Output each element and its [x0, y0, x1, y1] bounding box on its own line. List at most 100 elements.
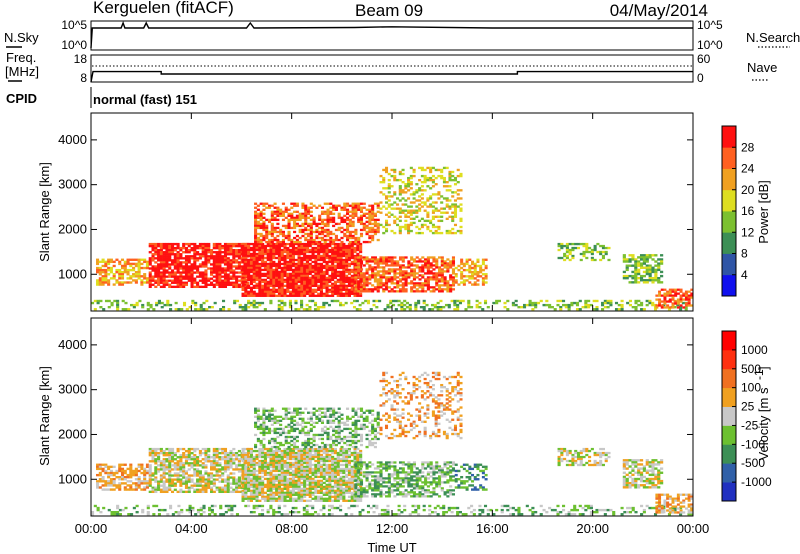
data-cell	[202, 504, 206, 508]
data-cell	[415, 211, 419, 214]
data-cell	[184, 277, 189, 280]
data-cell	[218, 285, 222, 289]
data-cell	[159, 466, 163, 469]
data-cell	[140, 281, 144, 284]
data-cell	[201, 244, 205, 248]
data-cell	[350, 244, 354, 248]
data-cell	[247, 252, 251, 256]
data-cell	[447, 305, 451, 309]
data-cell	[398, 272, 403, 275]
data-cell	[585, 256, 589, 260]
data-cell	[196, 267, 200, 270]
data-cell	[319, 264, 323, 268]
data-cell	[359, 254, 363, 258]
data-cell	[620, 303, 624, 307]
data-cell	[146, 303, 150, 307]
data-cell	[313, 510, 318, 514]
data-cell	[182, 490, 186, 494]
data-cell	[235, 456, 239, 459]
data-cell	[325, 256, 329, 260]
data-cell	[104, 268, 108, 272]
data-cell	[401, 286, 405, 289]
data-cell	[345, 258, 349, 262]
data-cell	[232, 259, 236, 262]
data-cell	[269, 288, 273, 291]
data-cell	[179, 470, 183, 473]
data-cell	[407, 225, 411, 229]
data-cell	[642, 260, 646, 263]
data-cell	[589, 513, 593, 516]
data-cell	[291, 280, 295, 284]
data-cell	[295, 216, 299, 220]
data-cell	[484, 277, 488, 280]
data-cell	[350, 270, 354, 274]
data-cell	[401, 168, 405, 172]
data-cell	[196, 265, 200, 268]
data-cell	[448, 199, 452, 202]
data-cell	[204, 281, 208, 284]
data-cell	[411, 504, 415, 508]
data-cell	[226, 275, 230, 278]
data-cell	[109, 478, 113, 481]
data-cell	[350, 250, 354, 254]
data-cell	[218, 283, 222, 286]
data-cell	[393, 221, 397, 225]
data-cell	[120, 277, 125, 280]
data-cell	[435, 274, 439, 277]
data-cell	[261, 288, 265, 291]
data-cell	[348, 224, 352, 228]
data-cell	[440, 288, 444, 291]
data-cell	[143, 275, 147, 278]
data-cell	[265, 228, 269, 232]
data-cell	[226, 242, 230, 246]
data-cell	[259, 238, 263, 242]
data-cell	[371, 270, 375, 273]
data-cell	[337, 238, 341, 242]
data-cell	[107, 281, 111, 284]
data-cell	[252, 264, 256, 268]
data-cell	[415, 225, 419, 229]
data-cell	[266, 256, 270, 260]
data-cell	[170, 244, 175, 248]
data-cell	[453, 215, 458, 218]
data-cell	[266, 290, 270, 293]
data-cell	[684, 292, 688, 295]
data-cell	[345, 252, 349, 256]
data-cell	[585, 246, 589, 250]
data-cell	[460, 273, 464, 276]
data-cell	[298, 240, 302, 244]
data-cell	[210, 476, 214, 479]
data-cell	[308, 294, 312, 297]
data-cell	[148, 271, 152, 274]
data-cell	[229, 267, 233, 270]
data-cell	[258, 266, 262, 270]
data-cell	[293, 222, 297, 226]
data-cell	[486, 508, 490, 512]
data-cell	[423, 189, 427, 192]
data-cell	[336, 288, 340, 291]
data-cell	[123, 264, 127, 268]
data-cell	[443, 266, 447, 269]
data-cell	[212, 480, 216, 483]
data-cell	[668, 290, 672, 293]
data-cell	[262, 220, 266, 224]
data-cell	[261, 248, 265, 252]
data-cell	[426, 280, 430, 283]
data-cell	[354, 214, 358, 218]
data-cell	[476, 270, 480, 274]
data-cell	[168, 458, 172, 461]
data-cell	[154, 460, 158, 463]
data-cell	[314, 268, 318, 272]
data-cell	[379, 278, 383, 281]
data-cell	[259, 222, 263, 226]
data-cell	[184, 470, 189, 473]
data-cell	[387, 203, 391, 206]
data-cell	[272, 292, 276, 295]
data-cell	[333, 258, 337, 262]
data-cell	[481, 308, 485, 311]
data-cell	[201, 466, 205, 469]
data-cell	[345, 284, 349, 288]
data-cell	[331, 250, 335, 254]
data-cell	[210, 508, 214, 512]
data-cell	[587, 506, 591, 510]
